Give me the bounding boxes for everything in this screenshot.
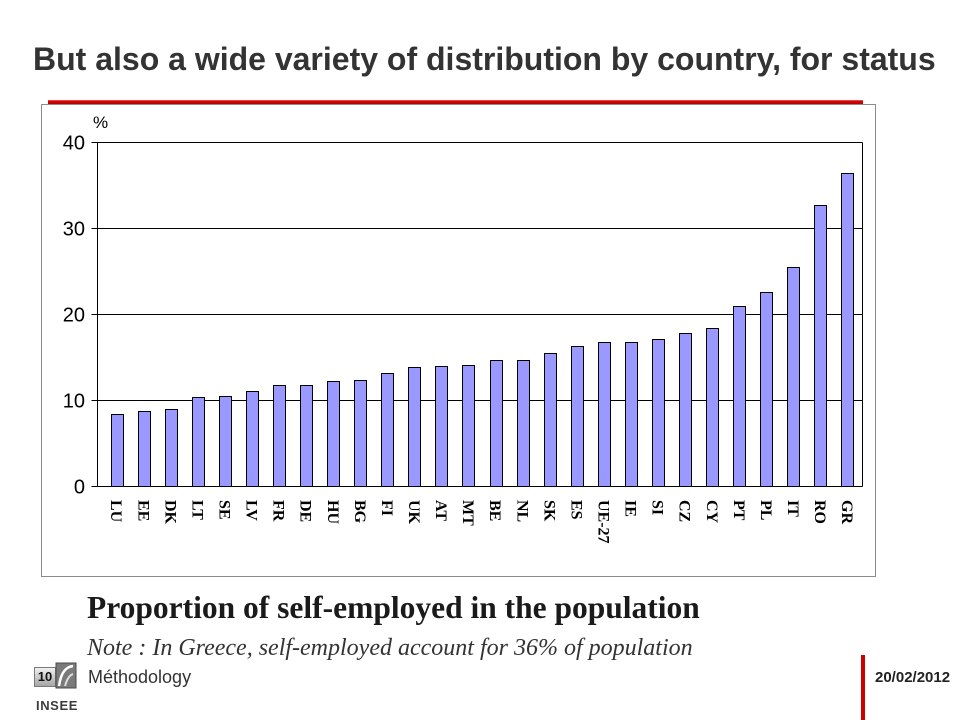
x-tick-label: IT [784, 500, 801, 517]
bar-it [787, 267, 800, 487]
chart-caption: Proportion of self-employed in the popul… [87, 590, 700, 625]
x-tick-label: FI [378, 500, 395, 516]
x-tick-label: PL [757, 500, 774, 520]
axes [91, 142, 863, 487]
bar-fi [381, 373, 394, 487]
gridlines [97, 142, 863, 401]
x-tick-label: DK [161, 500, 178, 525]
y-tick-label: 20 [63, 305, 85, 327]
bar-be [490, 360, 503, 487]
x-tick-label: PT [730, 500, 747, 521]
bar-uk [408, 367, 421, 487]
slide-number: 10 [34, 667, 56, 687]
slide-title: But also a wide variety of distribution … [33, 41, 936, 77]
bar-lv [246, 391, 259, 487]
y-tick-labels: 0 10 20 30 40 [63, 133, 85, 499]
bar-ie [625, 342, 638, 487]
chart-panel: 0 10 20 30 40 LU EE DK LT SE LV FR DE HU BG FI UK AT MT BE… [41, 104, 876, 577]
x-tick-label: BE [486, 500, 503, 521]
bars [111, 173, 854, 487]
y-axis-unit-label: % [93, 113, 108, 132]
x-tick-label: HU [324, 500, 341, 524]
x-tick-label: BG [351, 500, 368, 524]
bar-es [571, 346, 584, 487]
bar-dk [165, 409, 178, 487]
x-tick-label: UE-27 [595, 500, 612, 544]
insee-logo-mark-icon [55, 662, 77, 689]
title-underline-rule [48, 100, 863, 104]
insee-logo: INSEE [36, 662, 78, 713]
bar-de [300, 385, 313, 487]
x-tick-label: SK [540, 500, 557, 522]
bar-pt [733, 306, 746, 487]
y-tick-label: 30 [63, 219, 85, 241]
x-tick-label: DE [297, 500, 314, 522]
footer-divider [861, 655, 865, 720]
bar-lu [111, 414, 124, 487]
y-tick-label: 40 [63, 133, 85, 155]
bar-cy [706, 328, 719, 487]
x-tick-label: UK [405, 500, 422, 525]
bar-pl [760, 292, 773, 487]
y-tick-label: 0 [74, 477, 85, 499]
bar-ue-27 [598, 342, 611, 487]
chart-note: Note : In Greece, self-employed account … [87, 635, 693, 661]
bar-se [219, 396, 232, 487]
x-tick-label: NL [513, 500, 530, 522]
insee-logo-wordmark: INSEE [36, 698, 78, 713]
x-tick-label: LV [243, 500, 260, 521]
bar-ee [138, 411, 151, 487]
x-tick-label: LU [107, 500, 124, 523]
x-tick-label: RO [811, 500, 828, 524]
bar-at [435, 366, 448, 487]
x-tick-labels: LU EE DK LT SE LV FR DE HU BG FI UK AT MT BE NL SK ES UE-2… [107, 500, 855, 544]
bar-cz [679, 333, 692, 487]
x-tick-label: MT [459, 500, 476, 526]
bar-fr [273, 385, 286, 487]
x-tick-label: CY [703, 500, 720, 524]
x-tick-label: SE [216, 500, 233, 520]
bar-si [652, 339, 665, 487]
bar-bg [354, 380, 367, 487]
bar-hu [327, 381, 340, 487]
slide-date: 20/02/2012 [875, 669, 951, 686]
bar-sk [544, 353, 557, 487]
bar-ro [814, 205, 827, 487]
x-tick-label: FR [270, 500, 287, 522]
x-tick-label: IE [622, 500, 639, 517]
bar-nl [517, 360, 530, 487]
x-tick-label: GR [838, 500, 855, 524]
x-tick-label: CZ [676, 500, 693, 522]
x-tick-label: AT [432, 500, 449, 521]
x-tick-label: SI [649, 500, 666, 515]
bar-mt [462, 365, 475, 487]
bar-lt [192, 397, 205, 487]
y-tick-label: 10 [63, 391, 85, 413]
section-label: Méthodology [88, 667, 192, 687]
x-tick-label: EE [134, 500, 151, 521]
x-tick-label: ES [568, 500, 585, 520]
bar-gr [841, 173, 854, 487]
x-tick-label: LT [189, 500, 206, 520]
bar-chart: 0 10 20 30 40 LU EE DK LT SE LV FR DE HU BG FI UK AT MT BE… [63, 113, 863, 544]
